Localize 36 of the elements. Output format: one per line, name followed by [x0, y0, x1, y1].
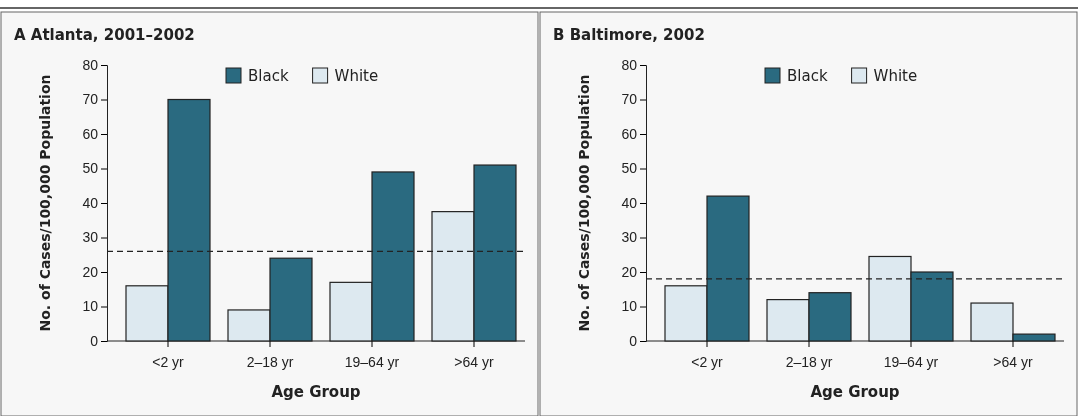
chart-title: A Atlanta, 2001–2002 — [14, 26, 195, 44]
x-tick-label: >64 yr — [454, 353, 494, 370]
y-axis-title: No. of Cases/100,000 Population — [37, 74, 53, 332]
x-tick-label: <2 yr — [152, 353, 185, 370]
y-tick-label: 80 — [82, 56, 99, 73]
x-tick-label: 2–18 yr — [785, 353, 833, 370]
y-tick-label: 50 — [621, 160, 638, 177]
y-tick-label: 70 — [82, 91, 99, 108]
x-tick-label: 19–64 yr — [344, 353, 400, 370]
y-tick-label: 0 — [629, 332, 638, 349]
y-tick-label: 40 — [82, 194, 99, 211]
x-tick-label: 19–64 yr — [883, 353, 939, 370]
y-tick-label: 80 — [621, 56, 638, 73]
y-tick-label: 70 — [621, 91, 638, 108]
y-tick-label: 10 — [621, 298, 638, 315]
x-tick-label: >64 yr — [993, 353, 1033, 370]
legend-label: White — [334, 67, 379, 85]
y-tick-label: 50 — [82, 160, 99, 177]
y-tick-label: 0 — [90, 332, 99, 349]
legend-label: White — [873, 67, 918, 85]
y-tick-label: 10 — [82, 298, 99, 315]
legend-label: Black — [248, 67, 289, 85]
y-tick-label: 40 — [621, 194, 638, 211]
x-axis-title: Age Group — [810, 383, 900, 401]
chart-title: B Baltimore, 2002 — [553, 26, 705, 44]
y-tick-label: 30 — [621, 229, 638, 246]
y-tick-label: 60 — [82, 125, 99, 142]
x-axis-title: Age Group — [271, 383, 361, 401]
y-tick-label: 60 — [621, 125, 638, 142]
y-axis-title: No. of Cases/100,000 Population — [576, 74, 592, 332]
legend-label: Black — [787, 67, 828, 85]
x-tick-label: 2–18 yr — [246, 353, 294, 370]
y-tick-label: 20 — [82, 263, 99, 280]
y-tick-label: 20 — [621, 263, 638, 280]
y-tick-label: 30 — [82, 229, 99, 246]
x-tick-label: <2 yr — [691, 353, 724, 370]
